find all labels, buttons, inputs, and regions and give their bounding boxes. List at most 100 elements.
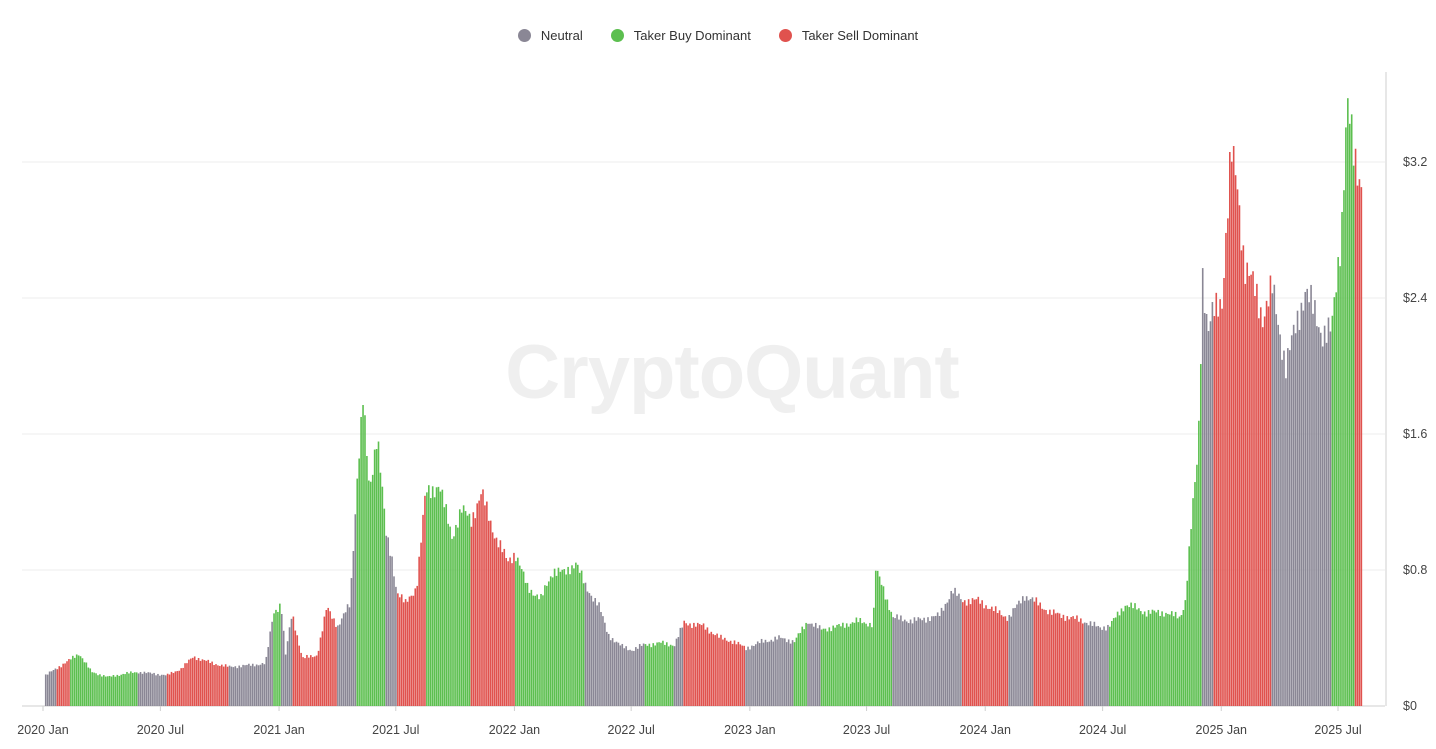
bar-sell [1004,616,1007,706]
bar-sell [1045,610,1047,706]
bar-neutral [50,671,53,706]
bar-buy [1126,605,1129,706]
bar-sell [304,658,306,706]
bar-sell [172,673,175,706]
bar-neutral [290,618,293,706]
bar-buy [660,642,662,706]
legend-item-neutral[interactable]: Neutral [517,28,583,43]
bar-neutral [929,621,931,706]
bar-buy [451,538,453,706]
bar-sell [1252,271,1254,706]
bar-buy [99,674,101,706]
bar-sell [994,606,997,706]
bar-neutral [1020,603,1022,706]
legend-label-buy: Taker Buy Dominant [633,28,751,43]
y-tick-label: $0.8 [1403,563,1427,577]
bar-buy [429,498,432,706]
bar-neutral [636,648,639,706]
bar-buy [120,674,122,706]
bar-sell [695,626,697,706]
bar-neutral [54,668,57,706]
bar-neutral [640,645,643,706]
bar-neutral [1087,625,1090,706]
bar-neutral [1031,597,1034,706]
bar-neutral [681,627,684,706]
bar-buy [555,575,558,706]
x-tick-label: 2025 Jul [1314,723,1361,737]
bar-neutral [153,672,155,706]
bar-neutral [157,673,159,706]
bar-neutral [234,666,237,706]
bar-neutral [1292,324,1295,706]
bar-sell [1234,175,1237,706]
bar-neutral [346,604,349,706]
bar-buy [1118,615,1121,706]
bar-neutral [921,620,923,706]
bar-buy [132,672,134,706]
bar-buy [828,627,831,706]
bar-neutral [588,593,591,706]
bar-neutral [946,602,949,706]
bar-neutral [389,555,391,706]
bar-neutral [1023,600,1026,706]
bar-neutral [814,622,817,706]
bar-neutral [625,646,627,706]
bar-buy [563,569,566,706]
bar-buy [650,647,653,706]
bar-neutral [617,642,620,706]
bar-buy [362,405,364,706]
bar-neutral [764,639,767,706]
bar-neutral [609,640,612,706]
bar-neutral [898,619,900,706]
bar-sell [989,608,991,706]
bar-buy [874,570,877,706]
bar-neutral [896,614,898,706]
bar-neutral [604,622,606,706]
bar-buy [1110,620,1113,706]
bar-buy [447,523,449,706]
legend-item-buy[interactable]: Taker Buy Dominant [610,28,751,43]
bar-neutral [774,636,776,706]
bar-sell [1256,283,1258,706]
bar-neutral [48,671,51,706]
bar-neutral [592,601,595,706]
bar-buy [876,570,879,706]
bar-sell [180,668,182,706]
bar-neutral [1310,284,1312,706]
bar-buy [1167,613,1169,706]
bar-neutral [395,586,397,706]
bar-buy [671,645,674,706]
bar-sell [1037,605,1040,706]
bar-sell [731,643,734,706]
bar-buy [458,509,461,706]
bar-sell [1051,614,1053,706]
bar-buy [530,589,533,706]
bar-buy [1161,611,1163,706]
bar-neutral [940,607,943,706]
bar-sell [195,660,198,706]
bar-neutral [1014,607,1016,706]
bar-sell [716,633,718,706]
bar-neutral [1107,624,1109,706]
legend-item-sell[interactable]: Taker Sell Dominant [778,28,918,43]
bar-buy [83,662,86,706]
bar-buy [884,599,887,706]
bar-sell [1240,250,1243,706]
bar-neutral [1329,331,1332,706]
bar-buy [1180,615,1183,706]
bar-neutral [811,623,813,706]
bar-buy [126,671,128,706]
bar-neutral [147,672,150,706]
bar-buy [532,595,535,706]
bar-sell [683,620,686,706]
bar-neutral [900,615,902,706]
bar-buy [1112,618,1115,706]
bar-buy [648,643,651,706]
bar-buy [838,624,840,706]
bar-buy [466,515,469,706]
bar-buy [520,569,523,706]
bar-sell [1054,613,1057,706]
bar-buy [880,584,883,706]
watermark: CryptoQuant [505,330,959,415]
bar-sell [513,552,515,706]
